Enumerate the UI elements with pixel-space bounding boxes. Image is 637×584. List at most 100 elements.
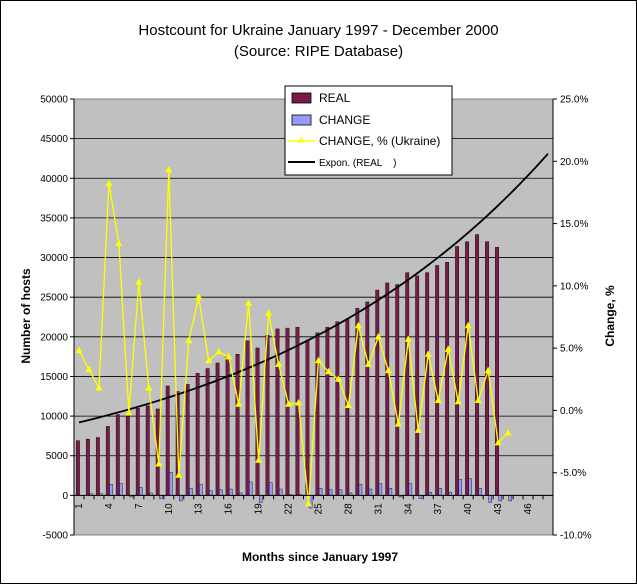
y2-tick-label: 25.0% xyxy=(560,95,588,106)
x-tick-label: 31 xyxy=(373,503,384,515)
change-pct-point xyxy=(464,321,472,329)
real-bar xyxy=(205,368,210,496)
change-pct-point xyxy=(314,356,322,364)
real-bar xyxy=(415,275,420,496)
x-tick-label: 25 xyxy=(313,503,324,515)
change-pct-point xyxy=(75,346,83,354)
change-pct-point xyxy=(185,336,193,344)
real-bar xyxy=(425,272,430,496)
y-tick-label: 40000 xyxy=(40,174,68,185)
change-pct-point xyxy=(145,384,153,391)
real-bar xyxy=(405,272,410,496)
chart-title-line2: (Source: RIPE Database) xyxy=(233,43,404,60)
change-pct-point xyxy=(165,166,173,173)
real-bar xyxy=(385,282,390,496)
change-bar xyxy=(119,483,123,496)
real-bar xyxy=(215,362,220,496)
legend-pct-marker xyxy=(298,136,305,143)
real-bar xyxy=(475,234,479,496)
change-bar xyxy=(318,488,323,496)
chart-title-line1: Hostcount for Ukraine January 1997 - Dec… xyxy=(138,22,499,39)
change-pct-point xyxy=(215,347,223,355)
y2-tick-label: 10.0% xyxy=(560,281,588,292)
change-pct-point xyxy=(255,456,263,463)
real-bar xyxy=(135,407,140,496)
change-pct-point xyxy=(444,345,452,352)
real-bar xyxy=(145,405,150,496)
change-bar xyxy=(508,495,512,502)
legend-real-swatch xyxy=(291,92,312,104)
real-bar xyxy=(115,414,120,496)
legend-pct-label: CHANGE, % (Ukraine) xyxy=(319,134,440,148)
y-tick-label: 35000 xyxy=(40,213,68,224)
y2-tick-label: 5.0% xyxy=(560,344,583,355)
change-bar xyxy=(338,489,343,496)
change-pct-point xyxy=(175,471,183,478)
real-bar xyxy=(125,415,130,496)
legend-expon-label: Expon. (REAL ) xyxy=(319,158,396,169)
change-bar xyxy=(358,484,363,496)
y-tick-label: 50000 xyxy=(40,95,68,106)
change-pct-point xyxy=(95,384,103,391)
y-tick-label: 10000 xyxy=(40,412,68,423)
x-tick-label: 10 xyxy=(164,503,175,515)
x-tick-label: 22 xyxy=(284,503,295,515)
real-bar xyxy=(185,384,190,496)
change-pct-point xyxy=(85,365,93,372)
change-pct-series xyxy=(75,166,512,507)
real-bar xyxy=(495,247,499,496)
real-bar xyxy=(325,327,330,496)
change-pct-point xyxy=(305,499,313,507)
change-pct-point xyxy=(394,420,402,427)
real-bar xyxy=(455,246,459,496)
change-pct-point xyxy=(404,335,412,342)
x-tick-label: 28 xyxy=(343,503,354,515)
y2-axis-title: Change, % xyxy=(603,285,617,347)
y-axis-title: Number of hosts xyxy=(19,268,33,364)
change-bar xyxy=(219,489,223,496)
change-pct-point xyxy=(434,396,442,403)
real-bar xyxy=(335,321,340,496)
change-pct-point xyxy=(125,408,133,416)
y2-tick-label: -5.0% xyxy=(560,468,586,479)
y2-tick-label: -10.0% xyxy=(560,531,592,542)
real-bar xyxy=(105,426,110,496)
x-tick-label: 19 xyxy=(254,503,265,515)
change-bar xyxy=(189,488,193,496)
y-tick-label: -5000 xyxy=(42,531,68,542)
change-bar xyxy=(368,488,373,496)
change-pct-point xyxy=(344,401,352,408)
change-pct-line xyxy=(78,169,509,504)
change-pct-point xyxy=(414,426,422,433)
real-bar xyxy=(95,437,100,496)
change-bar xyxy=(378,483,383,496)
change-bar xyxy=(169,472,173,496)
real-bar xyxy=(375,289,380,496)
legend: REAL CHANGE CHANGE, % (Ukraine) Expon. (… xyxy=(284,85,453,176)
change-pct-point xyxy=(474,396,482,403)
right-axis-ticks: -10.0% -5.0% 0.0% 5.0% 10.0% 15.0% 20.0% 25.0% xyxy=(553,95,592,542)
change-pct-point xyxy=(275,360,283,367)
change-pct-point xyxy=(324,367,332,375)
change-bar xyxy=(438,488,443,496)
change-pct-point xyxy=(374,332,382,340)
x-tick-label: 43 xyxy=(493,503,504,515)
change-bar xyxy=(278,488,283,496)
change-bar xyxy=(388,488,393,496)
change-bar xyxy=(478,488,482,496)
change-bar xyxy=(498,495,502,502)
real-bar xyxy=(235,354,240,496)
y-tick-label: 30000 xyxy=(40,253,68,264)
x-tick-label: 37 xyxy=(433,503,444,515)
change-pct-point xyxy=(504,428,512,436)
y-tick-label: 0 xyxy=(62,491,68,502)
x-tick-label: 40 xyxy=(463,503,474,515)
change-pct-point xyxy=(265,309,273,316)
change-bar xyxy=(468,478,472,496)
x-tick-label: 34 xyxy=(403,503,414,515)
change-bar xyxy=(109,484,113,496)
x-tick-label: 7 xyxy=(134,503,145,509)
change-pct-point xyxy=(424,350,432,357)
y-tick-label: 45000 xyxy=(40,134,68,145)
